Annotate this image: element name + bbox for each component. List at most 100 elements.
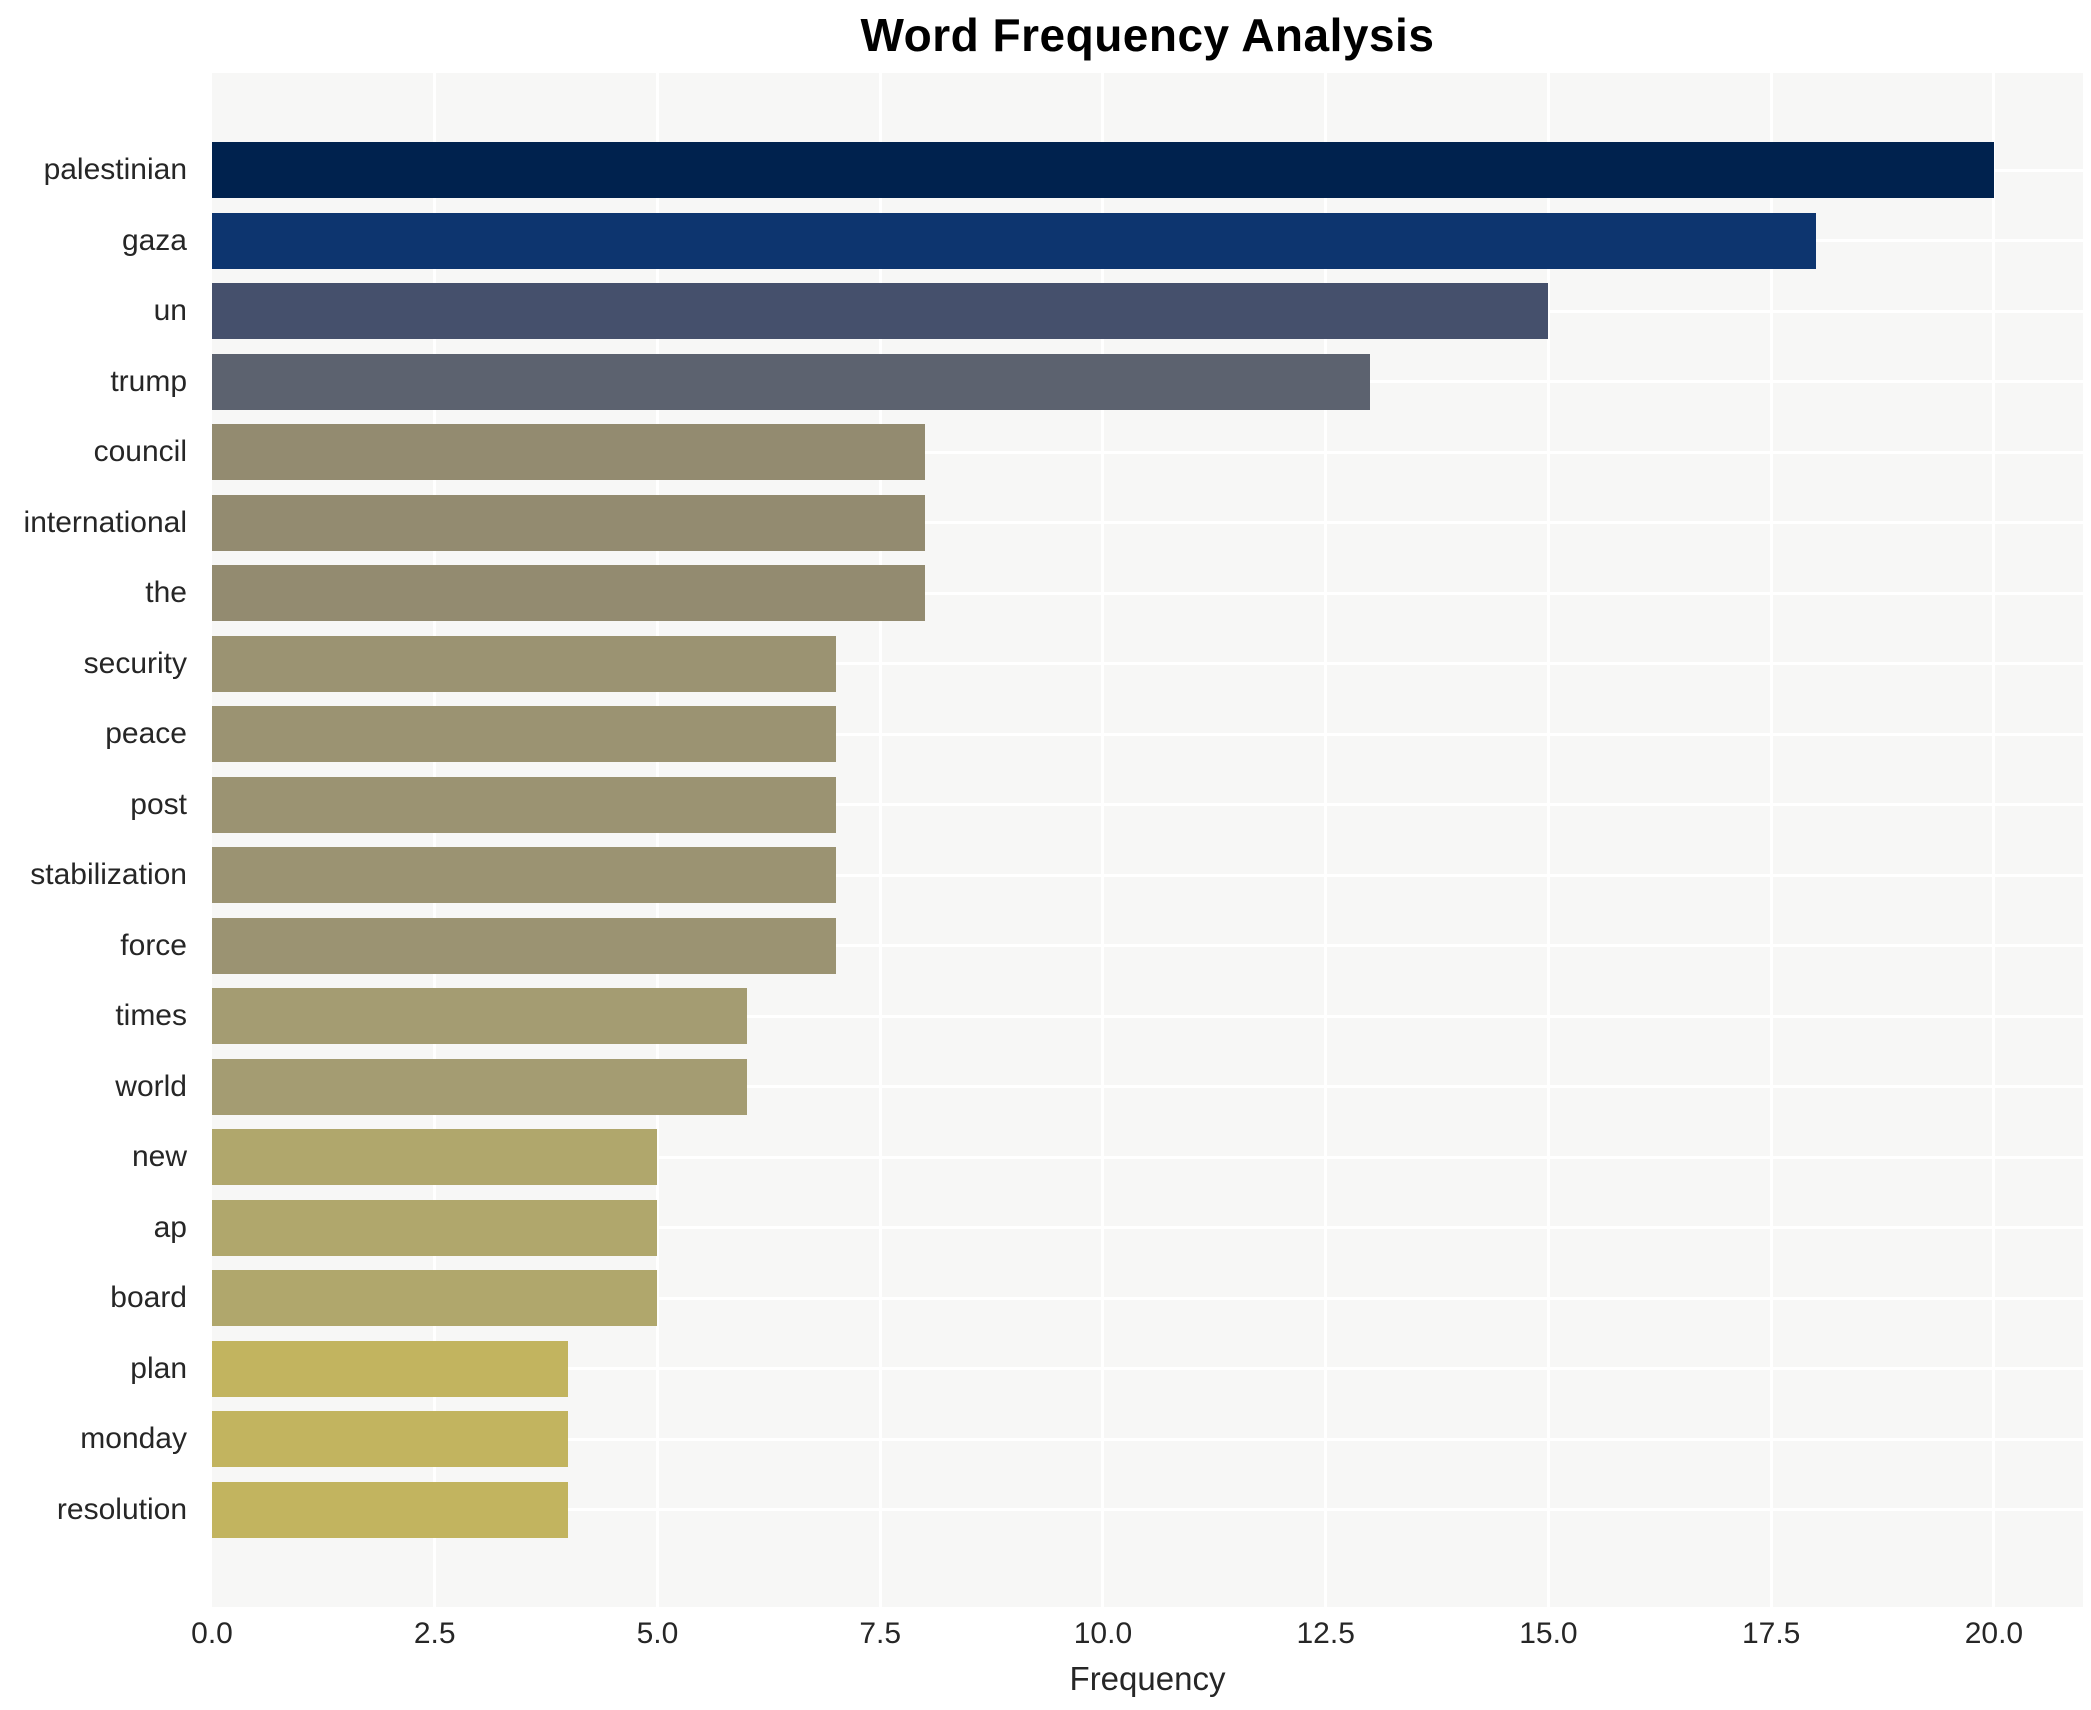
x-axis-title: Frequency [1069, 1660, 1226, 1697]
freq-bar [212, 1411, 569, 1468]
y-axis-label: times [115, 999, 187, 1033]
bar-row [212, 629, 2083, 700]
y-axis-label: un [153, 294, 187, 328]
h-gridline [212, 1014, 2083, 1018]
x-axis-tick-label: 12.5 [1296, 1617, 1355, 1650]
y-axis-label: monday [80, 1422, 187, 1456]
bar-row [212, 699, 2083, 770]
freq-bar [212, 494, 925, 551]
bar-row [212, 1193, 2083, 1264]
y-axis-label: security [83, 646, 187, 680]
y-axis-label: plan [130, 1351, 187, 1385]
h-gridline [212, 521, 2083, 525]
h-gridline [212, 1296, 2083, 1300]
y-axis-label: ap [153, 1210, 187, 1244]
freq-bar [212, 142, 1994, 199]
x-axis-tick-label: 17.5 [1741, 1617, 1801, 1650]
h-gridline [212, 1155, 2083, 1159]
bar-row [212, 488, 2083, 559]
v-gridline [433, 73, 437, 1607]
x-axis-tick-label: 5.0 [636, 1617, 679, 1650]
freq-bar [212, 565, 925, 622]
freq-bar [212, 706, 836, 763]
h-gridline [212, 450, 2083, 454]
y-axis-label: international [23, 505, 187, 539]
freq-bar [212, 1129, 658, 1186]
freq-bar [212, 1270, 658, 1327]
bar-row [212, 135, 2083, 206]
y-axis-label: stabilization [30, 858, 187, 892]
x-axis-tick-labels: 0.0 2.5 5.0 7.5 10.0 12.5 15.0 17.5 20.0 [0, 1617, 2091, 1657]
y-axis-label: the [145, 576, 187, 610]
freq-bar [212, 1340, 569, 1397]
y-axis-labels: palestinian gaza un trump council internation… [0, 135, 199, 1545]
bar-row [212, 840, 2083, 911]
v-gridline [1546, 73, 1550, 1607]
bar-row [212, 770, 2083, 841]
x-axis-tick-label: 2.5 [413, 1617, 456, 1650]
freq-bar [212, 283, 1549, 340]
v-gridline [1324, 73, 1328, 1607]
bar-row [212, 1122, 2083, 1193]
y-axis-label: trump [110, 364, 187, 398]
h-gridline [212, 944, 2083, 948]
y-axis-label: resolution [56, 1492, 187, 1526]
y-axis-label: force [120, 928, 187, 962]
h-gridline [212, 1085, 2083, 1089]
bar-row [212, 1334, 2083, 1405]
v-gridline [1992, 73, 1996, 1607]
x-axis-tick-label: 7.5 [859, 1617, 902, 1650]
y-axis-label: new [131, 1140, 187, 1174]
freq-bar [212, 1199, 658, 1256]
h-gridline [212, 1367, 2083, 1371]
y-axis-label: world [115, 1069, 187, 1103]
h-gridline [212, 1437, 2083, 1441]
y-axis-label: peace [105, 717, 187, 751]
h-gridline [212, 662, 2083, 666]
plot-area [212, 73, 2083, 1607]
x-axis-tick-label: 10.0 [1073, 1617, 1133, 1650]
freq-bar [212, 776, 836, 833]
y-axis-label: palestinian [43, 153, 187, 187]
h-gridline [212, 732, 2083, 736]
freq-bar [212, 917, 836, 974]
freq-bar [212, 988, 747, 1045]
freq-bar [212, 1058, 747, 1115]
bar-row [212, 558, 2083, 629]
freq-bar [212, 635, 836, 692]
v-gridline [878, 73, 882, 1607]
h-gridline [212, 803, 2083, 807]
freq-bar [212, 424, 925, 481]
freq-bar [212, 847, 836, 904]
bar-row [212, 347, 2083, 418]
y-axis-label: gaza [121, 223, 187, 257]
x-axis-tick-label: 20.0 [1964, 1617, 2024, 1650]
v-gridline [1101, 73, 1105, 1607]
h-gridline [212, 1226, 2083, 1230]
y-axis-label: post [130, 787, 187, 821]
bar-row [212, 1475, 2083, 1546]
bar-row [212, 981, 2083, 1052]
v-gridline [655, 73, 659, 1607]
bar-row [212, 206, 2083, 277]
bar-row [212, 1404, 2083, 1475]
y-axis-label: council [93, 435, 187, 469]
h-gridline [212, 591, 2083, 595]
bar-row [212, 276, 2083, 347]
bar-row [212, 1263, 2083, 1334]
chart-title: Word Frequency Analysis [860, 9, 1435, 61]
x-axis-tick-label: 15.0 [1519, 1617, 1578, 1650]
x-axis-tick-label: 0.0 [191, 1617, 233, 1650]
freq-bar [212, 212, 1816, 269]
bar-rows [212, 135, 2083, 1545]
bar-row [212, 417, 2083, 488]
h-gridline [212, 873, 2083, 877]
freq-bar [212, 1481, 569, 1538]
bar-row [212, 1052, 2083, 1123]
freq-bar [212, 353, 1371, 410]
bar-row [212, 911, 2083, 982]
h-gridline [212, 1508, 2083, 1512]
v-gridline [1769, 73, 1773, 1607]
y-axis-label: board [110, 1281, 187, 1315]
